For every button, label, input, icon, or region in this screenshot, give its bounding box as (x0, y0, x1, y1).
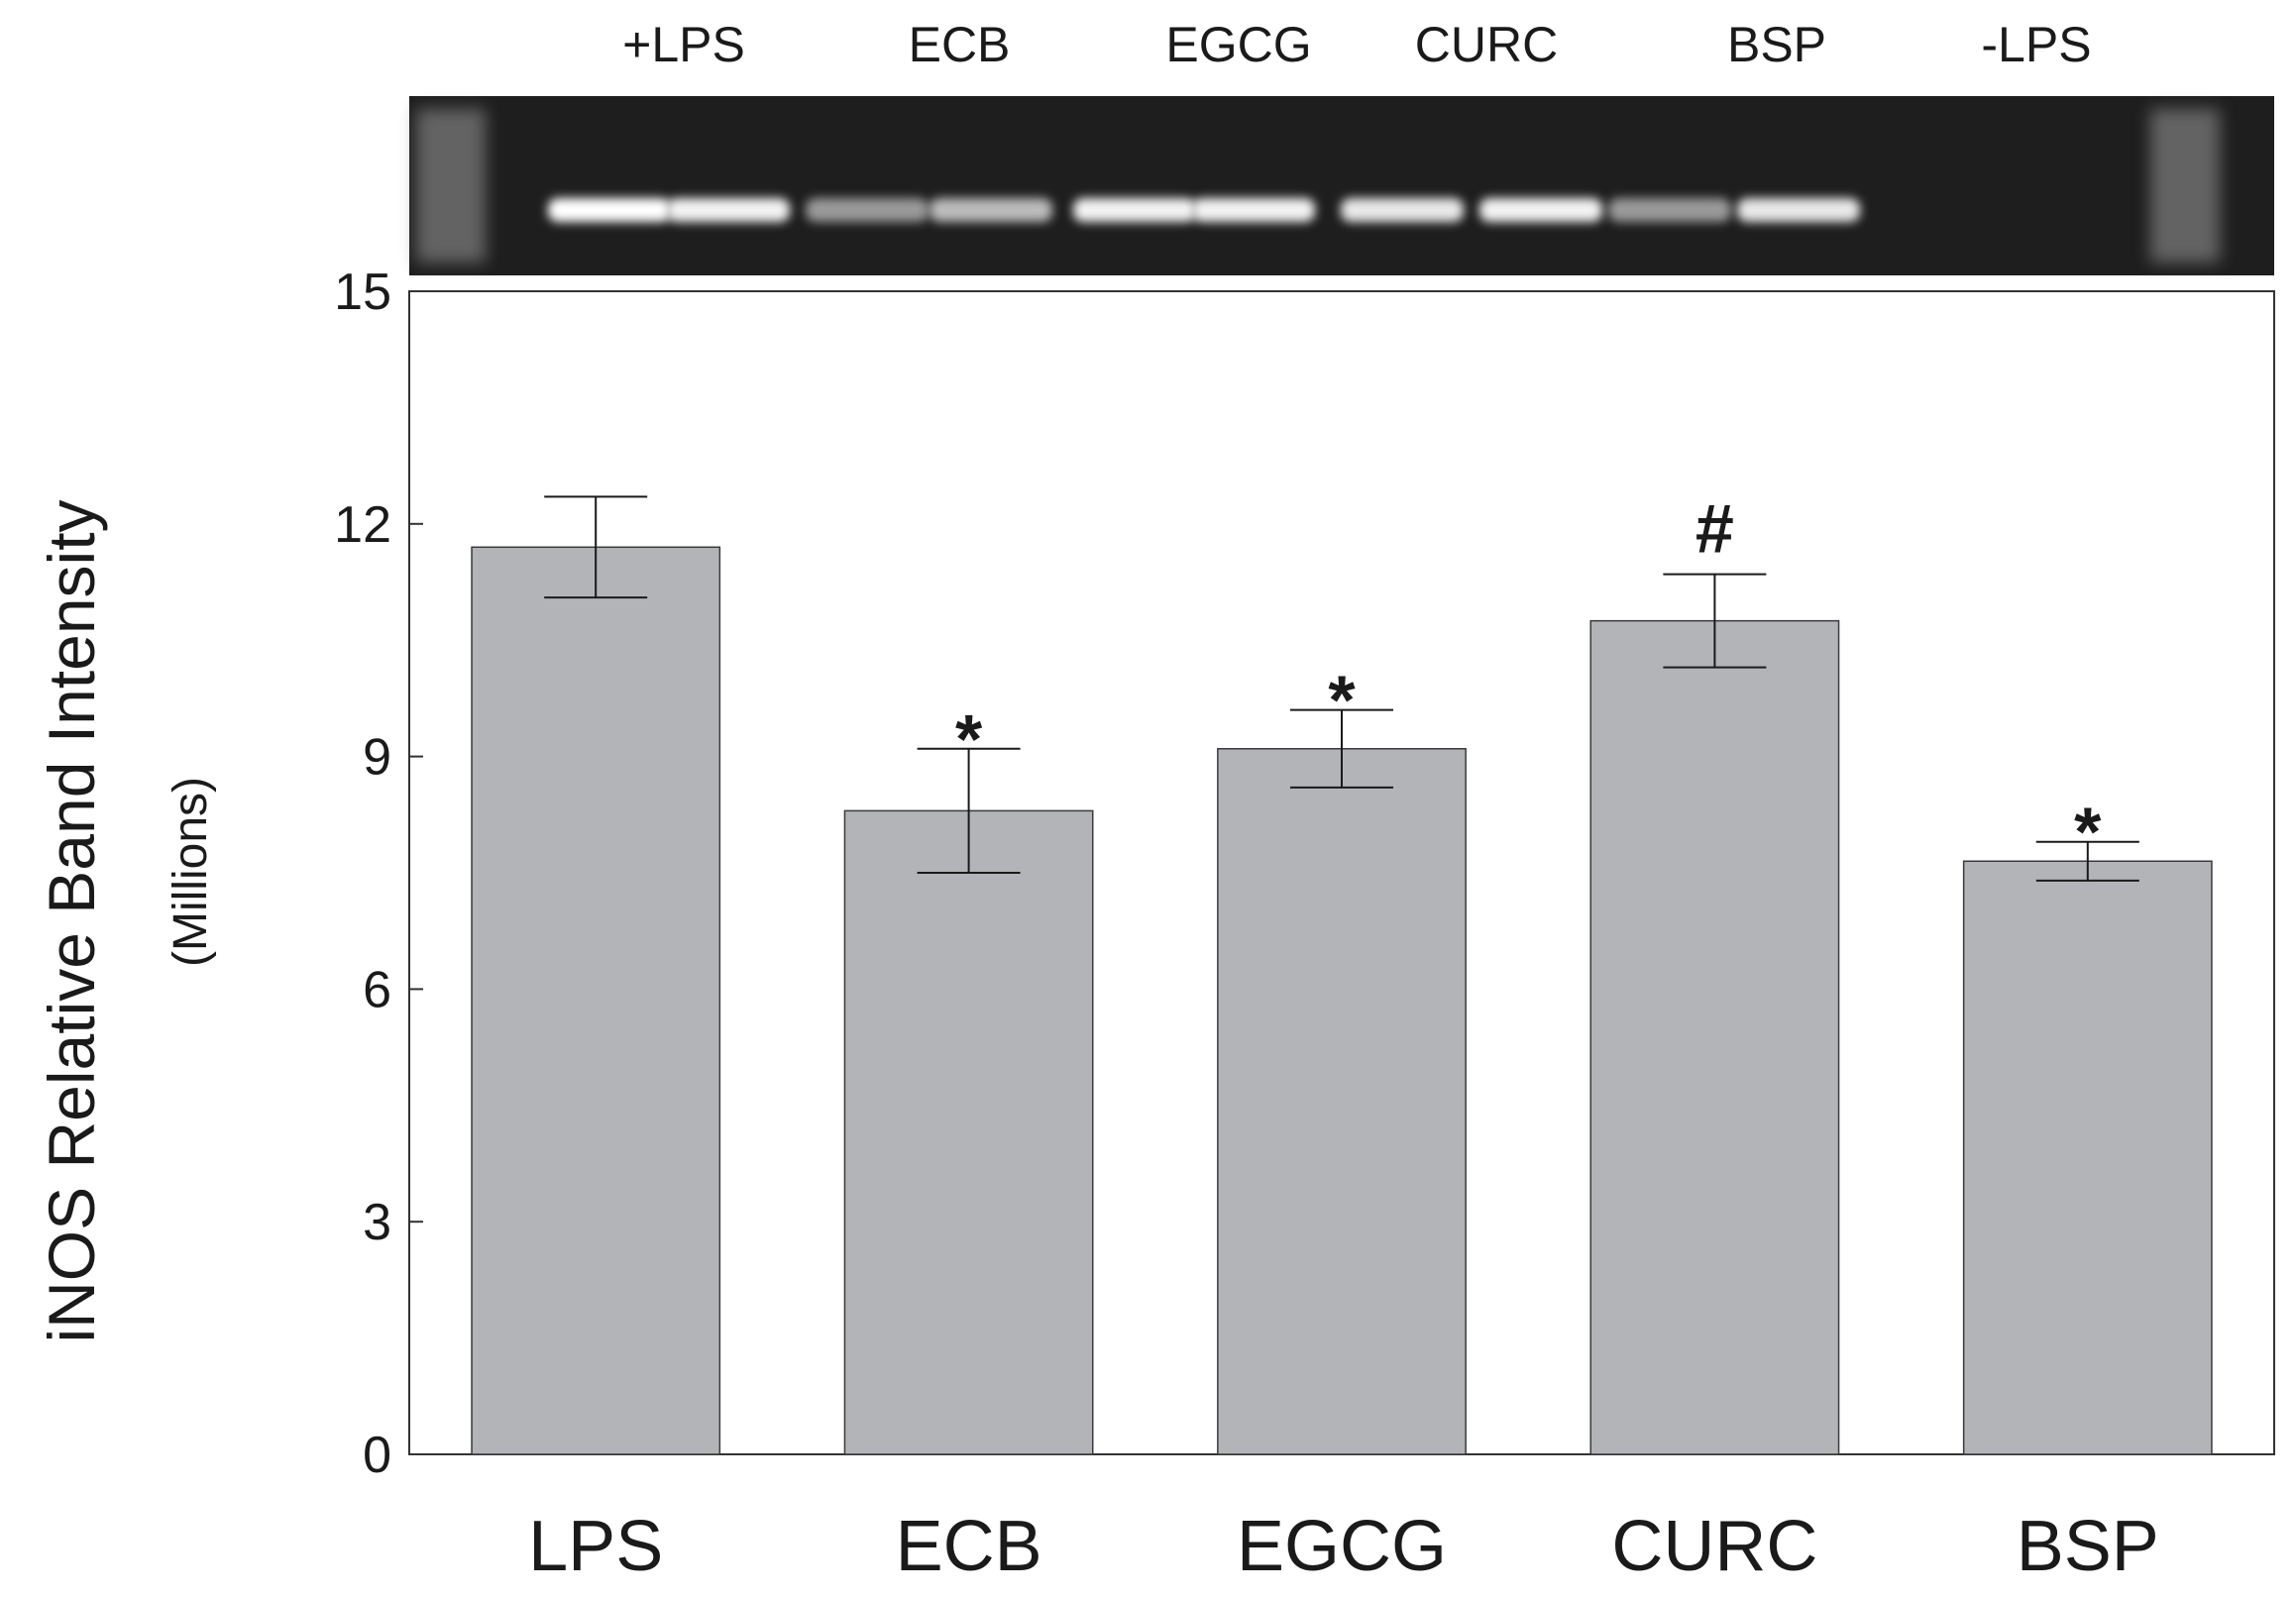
x-category-label: EGCG (1237, 1507, 1447, 1586)
blot-lane-label: CURC (1415, 17, 1558, 72)
blot-lane-label: ECB (909, 17, 1011, 72)
bar (1589, 619, 1840, 1455)
y-axis-label: iNOS Relative Band Intensity (35, 499, 108, 1342)
blot-lane-label: BSP (1727, 17, 1826, 72)
blot-band (806, 198, 929, 222)
blot-band (929, 198, 1052, 222)
x-category-label: CURC (1611, 1507, 1817, 1586)
significance-marker: * (1328, 662, 1356, 739)
y-axis-ticks: 0 3 6 9 12 15 (334, 264, 423, 1484)
blot-lane-labels: +LPS ECB EGCG CURC BSP -LPS (622, 17, 2091, 72)
bar (471, 546, 721, 1455)
category-labels: LPS ECB EGCG CURC BSP (528, 1507, 2159, 1586)
error-bar (917, 747, 1021, 874)
error-bar (544, 495, 648, 599)
y-tick-label: 15 (334, 264, 391, 321)
bars (471, 546, 2213, 1455)
significance-marker: # (1695, 490, 1734, 568)
blot-band (548, 198, 671, 222)
blot-background (409, 96, 2274, 275)
y-tick-label: 6 (363, 961, 391, 1018)
blot-band (667, 198, 790, 222)
bar-chart: 0 3 6 9 12 15 * * # * LPS ECB EGCG CURC BSP iNOS Rel… (35, 264, 2275, 1586)
y-tick-label: 3 (363, 1194, 391, 1251)
error-bar (1663, 573, 1767, 669)
x-category-label: LPS (528, 1507, 663, 1586)
y-tick-label: 0 (363, 1427, 391, 1484)
significance-marker: * (955, 700, 983, 778)
blot-band (1737, 198, 1860, 222)
bar (1962, 860, 2213, 1455)
significance-annotations: * * # * (955, 490, 2102, 871)
y-tick-label: 12 (334, 496, 391, 554)
bar (1217, 748, 1467, 1455)
x-category-label: ECB (896, 1507, 1042, 1586)
error-bars (544, 495, 2139, 882)
blot-band (1608, 198, 1731, 222)
y-tick-label: 9 (363, 729, 391, 787)
blot-band (1192, 198, 1315, 222)
blot-band (1479, 198, 1602, 222)
blot-band (1341, 198, 1464, 222)
blot-lane-label: -LPS (1981, 17, 2091, 72)
western-blot-image (409, 96, 2274, 275)
blot-band (1073, 198, 1196, 222)
blot-ladder-lane (2150, 109, 2220, 263)
error-bar (1290, 708, 1393, 789)
error-bar (2035, 840, 2139, 882)
blot-lane-label: +LPS (622, 17, 745, 72)
x-category-label: BSP (2017, 1507, 2159, 1586)
y-axis-unit-label: (Millions) (164, 777, 217, 967)
significance-marker: * (2074, 794, 2102, 871)
bar (843, 809, 1094, 1455)
blot-lane-label: EGCG (1165, 17, 1311, 72)
blot-ladder-lane (416, 109, 486, 263)
